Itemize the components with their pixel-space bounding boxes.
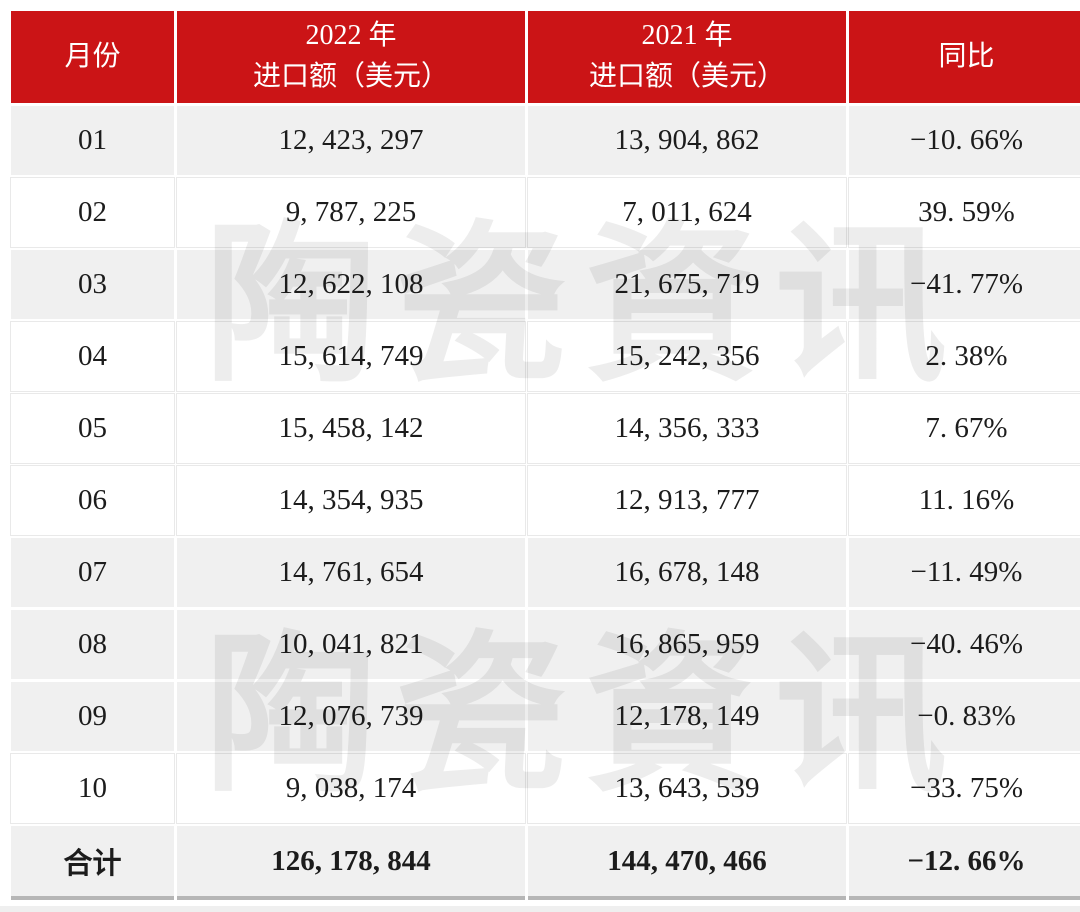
yoy-cell: −11. 49% <box>849 538 1080 607</box>
import-table: 月份 2022 年 进口额（美元） 2021 年 进口额（美元） 同比 01 1… <box>8 8 1080 903</box>
table-row-01: 01 12, 423, 297 13, 904, 862 −10. 66% <box>11 106 1080 175</box>
table-row-09: 09 12, 076, 739 12, 178, 149 −0. 83% <box>11 682 1080 751</box>
table-row-05: 05 15, 458, 142 14, 356, 333 7. 67% <box>11 394 1080 463</box>
yoy-cell: −41. 77% <box>849 250 1080 319</box>
month-cell: 06 <box>11 466 174 535</box>
import-2022-cell: 15, 614, 749 <box>177 322 525 391</box>
yoy-cell: 39. 59% <box>849 178 1080 247</box>
month-cell: 02 <box>11 178 174 247</box>
total-import-2022-cell: 126, 178, 844 <box>177 826 525 900</box>
col-header-yoy: 同比 <box>849 11 1080 103</box>
yoy-cell: 7. 67% <box>849 394 1080 463</box>
yoy-cell: −10. 66% <box>849 106 1080 175</box>
month-cell: 04 <box>11 322 174 391</box>
table-row-06: 06 14, 354, 935 12, 913, 777 11. 16% <box>11 466 1080 535</box>
month-cell: 10 <box>11 754 174 823</box>
import-2022-cell: 12, 622, 108 <box>177 250 525 319</box>
import-2022-cell: 10, 041, 821 <box>177 610 525 679</box>
import-2021-cell: 12, 178, 149 <box>528 682 846 751</box>
table-row-total: 合计 126, 178, 844 144, 470, 466 −12. 66% <box>11 826 1080 900</box>
import-2022-cell: 12, 423, 297 <box>177 106 525 175</box>
month-cell: 08 <box>11 610 174 679</box>
yoy-cell: −0. 83% <box>849 682 1080 751</box>
month-cell: 03 <box>11 250 174 319</box>
table-row-04: 04 15, 614, 749 15, 242, 356 2. 38% <box>11 322 1080 391</box>
yoy-cell: 11. 16% <box>849 466 1080 535</box>
col-header-2021-year: 2021 年 <box>641 20 733 52</box>
table-row-03: 03 12, 622, 108 21, 675, 719 −41. 77% <box>11 250 1080 319</box>
col-header-2022-unit: 进口额（美元） <box>252 61 449 92</box>
import-2021-cell: 21, 675, 719 <box>528 250 846 319</box>
header-row: 月份 2022 年 进口额（美元） 2021 年 进口额（美元） 同比 <box>11 11 1080 103</box>
import-2021-cell: 15, 242, 356 <box>528 322 846 391</box>
col-header-2021-unit: 进口额（美元） <box>588 61 785 92</box>
month-cell: 01 <box>11 106 174 175</box>
import-2022-cell: 14, 761, 654 <box>177 538 525 607</box>
import-2021-cell: 16, 865, 959 <box>528 610 846 679</box>
yoy-cell: −33. 75% <box>849 754 1080 823</box>
col-header-2022: 2022 年 进口额（美元） <box>177 11 525 103</box>
col-header-month: 月份 <box>11 11 174 103</box>
import-2022-cell: 9, 038, 174 <box>177 754 525 823</box>
import-2022-cell: 12, 076, 739 <box>177 682 525 751</box>
import-2021-cell: 13, 904, 862 <box>528 106 846 175</box>
month-cell: 05 <box>11 394 174 463</box>
import-2022-cell: 15, 458, 142 <box>177 394 525 463</box>
total-label-cell: 合计 <box>11 826 174 900</box>
import-2021-cell: 12, 913, 777 <box>528 466 846 535</box>
page-bottom-edge <box>0 906 1080 912</box>
col-header-2021: 2021 年 进口额（美元） <box>528 11 846 103</box>
table-row-08: 08 10, 041, 821 16, 865, 959 −40. 46% <box>11 610 1080 679</box>
table-row-10: 10 9, 038, 174 13, 643, 539 −33. 75% <box>11 754 1080 823</box>
table-row-02: 02 9, 787, 225 7, 011, 624 39. 59% <box>11 178 1080 247</box>
yoy-cell: −40. 46% <box>849 610 1080 679</box>
yoy-cell: 2. 38% <box>849 322 1080 391</box>
total-yoy-cell: −12. 66% <box>849 826 1080 900</box>
table-row-07: 07 14, 761, 654 16, 678, 148 −11. 49% <box>11 538 1080 607</box>
import-2021-cell: 7, 011, 624 <box>528 178 846 247</box>
col-header-month-label: 月份 <box>64 40 121 72</box>
month-cell: 09 <box>11 682 174 751</box>
col-header-2022-year: 2022 年 <box>305 20 397 52</box>
import-2022-cell: 14, 354, 935 <box>177 466 525 535</box>
month-cell: 07 <box>11 538 174 607</box>
import-2021-cell: 16, 678, 148 <box>528 538 846 607</box>
import-2021-cell: 13, 643, 539 <box>528 754 846 823</box>
import-table-container: 月份 2022 年 进口额（美元） 2021 年 进口额（美元） 同比 01 1… <box>8 8 1080 903</box>
import-2021-cell: 14, 356, 333 <box>528 394 846 463</box>
import-2022-cell: 9, 787, 225 <box>177 178 525 247</box>
col-header-yoy-label: 同比 <box>938 40 995 72</box>
total-import-2021-cell: 144, 470, 466 <box>528 826 846 900</box>
